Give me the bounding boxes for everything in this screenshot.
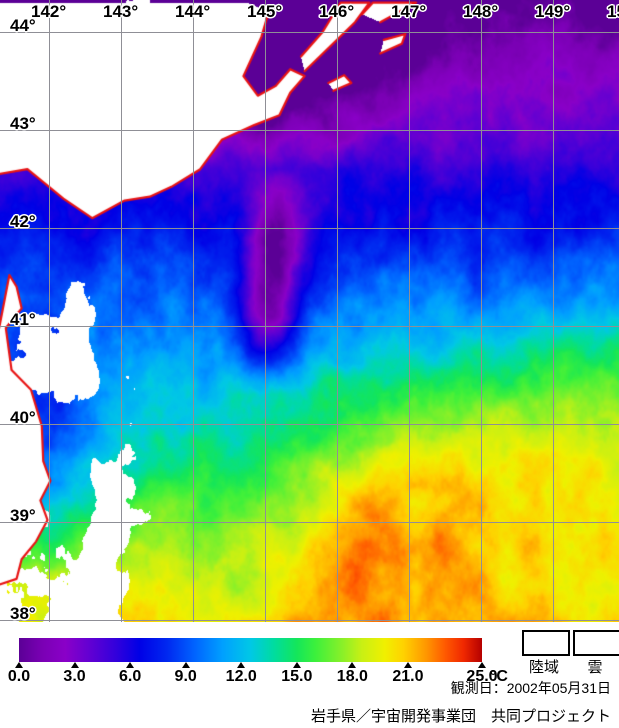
- cloud-swatch-box: [573, 630, 619, 656]
- cloud-swatch-label: 雲: [587, 659, 603, 676]
- longitude-label-150: 15: [607, 2, 619, 21]
- colorbar-tick-3: [70, 662, 79, 668]
- colorbar-tick-label-6: 6.0: [118, 668, 142, 685]
- land-swatch-label: 陸域: [528, 659, 559, 676]
- colorbar-tick-12: [237, 662, 246, 668]
- colorbar-tick-label-18: 18.0: [336, 668, 368, 685]
- latitude-label-39: 39°: [10, 506, 36, 525]
- project-credit: 岩手県／宇宙開発事業団 共同プロジェクト: [310, 708, 611, 725]
- longitude-label-148: 148°: [463, 2, 499, 21]
- colorbar-tick-label-25: 25.0: [466, 668, 498, 685]
- longitude-label-142: 142°: [31, 2, 67, 21]
- sst-map-panel: 142° 143° 144° 145° 146° 147° 148° 149° 15 44° 43…: [0, 0, 619, 622]
- colorbar-tick-18: [348, 662, 357, 668]
- colorbar-tick-21: [403, 662, 412, 668]
- colorbar-tick-6: [126, 662, 135, 668]
- longitude-label-145: 145°: [247, 2, 283, 21]
- colorbar-tick-label-21: 21.0: [392, 668, 424, 685]
- colorbar-gradient: [19, 638, 482, 662]
- latitude-label-40: 40°: [10, 408, 36, 427]
- colorbar-tick-15: [292, 662, 301, 668]
- colorbar-tick-label-12: 12.0: [225, 668, 257, 685]
- legend-panel: 0.0 3.0 6.0 9.0 12.0 15.0 18.0 21.0 25.0 °C 陸域 雲…: [0, 622, 619, 728]
- longitude-label-143: 143°: [103, 2, 139, 21]
- latitude-label-42: 42°: [10, 212, 36, 231]
- longitude-label-147: 147°: [391, 2, 427, 21]
- temperature-colorbar: [19, 638, 482, 662]
- colorbar-tick-25: [478, 662, 486, 668]
- colorbar-tick-label-15: 15.0: [281, 668, 313, 685]
- colorbar-unit-label: °C: [490, 668, 508, 685]
- longitude-label-144: 144°: [175, 2, 211, 21]
- sst-raster-image: [0, 0, 619, 622]
- latitude-label-43: 43°: [10, 114, 36, 133]
- latitude-label-44: 44°: [10, 16, 36, 35]
- colorbar-tick-label-3: 3.0: [63, 668, 86, 685]
- observation-date: 観測日：2002年05月31日: [450, 680, 611, 696]
- colorbar-tick-label-0: 0.0: [7, 668, 31, 685]
- latitude-label-38: 38°: [10, 604, 36, 622]
- colorbar-tick-0: [15, 662, 23, 668]
- latitude-label-41: 41°: [10, 310, 36, 329]
- land-swatch-box: [522, 630, 570, 656]
- longitude-label-149: 149°: [535, 2, 571, 21]
- colorbar-tick-9: [181, 662, 190, 668]
- colorbar-tick-label-9: 9.0: [174, 668, 197, 685]
- longitude-label-146: 146°: [319, 2, 355, 21]
